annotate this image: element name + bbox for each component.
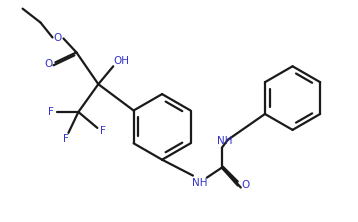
Text: O: O bbox=[53, 34, 62, 44]
Text: F: F bbox=[100, 126, 106, 136]
Text: F: F bbox=[63, 134, 68, 144]
Text: NH: NH bbox=[217, 136, 233, 146]
Text: OH: OH bbox=[113, 56, 129, 66]
Text: O: O bbox=[44, 59, 53, 69]
Text: NH: NH bbox=[192, 178, 208, 188]
Text: O: O bbox=[242, 180, 250, 190]
Text: F: F bbox=[48, 107, 53, 117]
